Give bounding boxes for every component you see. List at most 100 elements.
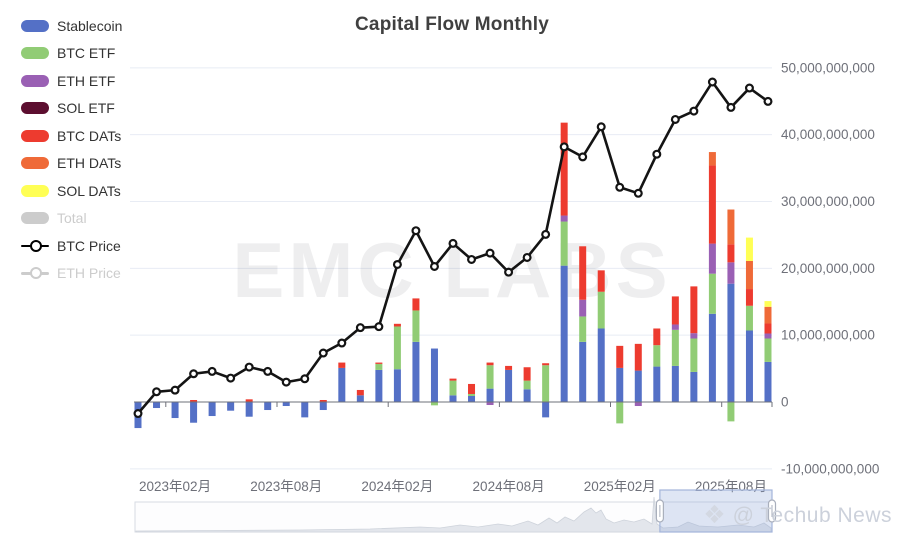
bar-segment	[523, 389, 531, 402]
bar-segment	[708, 273, 716, 314]
svg-text:-10,000,000,000: -10,000,000,000	[781, 461, 879, 476]
bar-segment	[523, 367, 531, 381]
legend-swatch-sol-etf-icon	[21, 102, 49, 115]
svg-text:30,000,000,000: 30,000,000,000	[781, 194, 875, 209]
bar-segment	[579, 341, 587, 402]
bar-segment	[764, 338, 772, 362]
bar-segment	[653, 328, 661, 346]
btc-price-marker	[244, 362, 254, 372]
legend-item-btc-etf[interactable]: BTC ETF	[21, 40, 122, 68]
btc-price-marker	[226, 373, 236, 383]
bar-segment	[597, 270, 605, 292]
bar-segment	[375, 363, 383, 370]
datazoom-slider[interactable]	[134, 489, 777, 533]
svg-text:50,000,000,000: 50,000,000,000	[781, 60, 875, 75]
bar-segment	[671, 324, 679, 330]
btc-price-marker	[707, 77, 717, 87]
bar-segment	[449, 378, 457, 381]
bar-segment	[338, 362, 346, 368]
bar-segment	[486, 365, 494, 389]
bar-segment	[301, 402, 309, 418]
legend-line-marker-btc-price-icon	[21, 239, 49, 253]
legend-item-sol-etf[interactable]: SOL ETF	[21, 95, 122, 123]
btc-price-marker	[633, 188, 643, 198]
bar-segment	[727, 244, 735, 263]
bar-segment	[153, 402, 161, 409]
btc-price-line	[133, 77, 773, 419]
btc-price-marker	[467, 254, 477, 264]
legend-swatch-total-icon	[21, 212, 49, 225]
bar-segment	[616, 402, 624, 424]
bar-segment	[727, 262, 735, 284]
datazoom-preview-sparkline	[135, 496, 772, 533]
bar-segment	[745, 260, 753, 290]
bar-segment	[634, 370, 642, 402]
svg-text:2023年08月: 2023年08月	[250, 479, 322, 494]
x-axis	[134, 401, 773, 407]
legend-label-btc-price: BTC Price	[57, 237, 121, 254]
bar-segment	[542, 363, 550, 366]
btc-price-marker	[207, 366, 217, 376]
bar-segment	[393, 326, 401, 370]
svg-text:2023年02月: 2023年02月	[139, 479, 211, 494]
bar-segment	[468, 383, 476, 394]
btc-price-marker	[337, 338, 347, 348]
btc-price-marker	[541, 229, 551, 239]
bar-segment	[690, 371, 698, 402]
legend-item-eth-dats[interactable]: ETH DATs	[21, 150, 122, 178]
legend-label-sol-dats: SOL DATs	[57, 182, 121, 199]
legend-item-btc-price[interactable]: BTC Price	[21, 232, 122, 260]
btc-price-marker	[744, 83, 754, 93]
legend-item-sol-dats[interactable]: SOL DATs	[21, 177, 122, 205]
bar-segment	[764, 306, 772, 324]
btc-price-marker	[504, 267, 514, 277]
bar-segment	[597, 328, 605, 402]
datazoom-window[interactable]	[659, 489, 773, 533]
legend-label-sol-etf: SOL ETF	[57, 100, 115, 117]
legend-swatch-btc-etf-icon	[21, 47, 49, 60]
bar-segment	[375, 362, 383, 364]
bar-segment	[764, 361, 772, 402]
btc-price-marker	[411, 226, 421, 236]
bar-segment	[245, 399, 253, 402]
btc-price-marker	[763, 96, 773, 106]
legend-swatch-eth-dats-icon	[21, 157, 49, 170]
btc-price-marker	[485, 248, 495, 258]
bar-segment	[338, 367, 346, 402]
legend-item-eth-price[interactable]: ETH Price	[21, 260, 122, 288]
btc-price-marker	[689, 106, 699, 116]
bar-segment	[690, 286, 698, 334]
chart-legend: Stablecoin BTC ETF ETH ETF SOL ETF BTC DATs E…	[21, 12, 122, 287]
bar-segment	[653, 366, 661, 402]
bar-segment	[671, 329, 679, 366]
legend-line-marker-eth-price-icon	[21, 266, 49, 280]
legend-swatch-sol-dats-icon	[21, 184, 49, 197]
bar-segment	[708, 313, 716, 402]
btc-price-marker	[170, 385, 180, 395]
bar-segment	[560, 265, 568, 402]
legend-swatch-btc-dats-icon	[21, 129, 49, 142]
legend-item-btc-dats[interactable]: BTC DATs	[21, 122, 122, 150]
bar-segment	[190, 402, 198, 423]
legend-label-stablecoin: Stablecoin	[57, 17, 123, 34]
btc-price-marker	[726, 102, 736, 112]
bar-segment	[356, 389, 364, 396]
btc-price-marker	[392, 259, 402, 269]
btc-price-marker	[429, 261, 439, 271]
bar-segment	[486, 362, 494, 366]
btc-price-marker	[281, 377, 291, 387]
btc-price-marker	[133, 409, 143, 419]
legend-item-stablecoin[interactable]: Stablecoin	[21, 12, 122, 40]
btc-price-marker	[152, 387, 162, 397]
btc-price-marker	[300, 374, 310, 384]
bar-segment	[430, 402, 438, 406]
bar-segment	[560, 221, 568, 266]
legend-item-total[interactable]: Total	[21, 205, 122, 233]
bar-segment	[412, 341, 420, 402]
legend-item-eth-etf[interactable]: ETH ETF	[21, 67, 122, 95]
btc-price-marker	[670, 114, 680, 124]
btc-price-marker	[596, 122, 606, 132]
bar-segment	[449, 395, 457, 402]
